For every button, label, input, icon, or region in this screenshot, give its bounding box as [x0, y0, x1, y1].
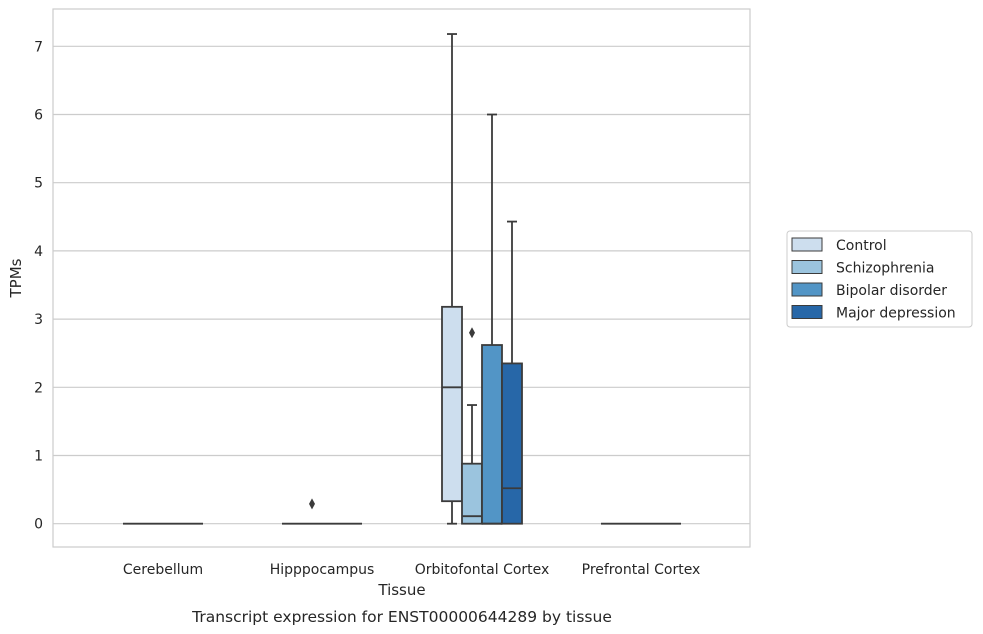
- y-axis-label: TPMs: [7, 258, 25, 298]
- box-schizophrenia-orbitofontal-cortex: [461, 327, 483, 525]
- x-tick-label-prefrontal-cortex: Prefrontal Cortex: [582, 562, 701, 578]
- box-body: [461, 462, 483, 525]
- y-tick-label-2: 2: [34, 380, 43, 396]
- outlier-point-0: [309, 498, 315, 510]
- x-tick-label-hipppocampus: Hipppocampus: [270, 562, 375, 578]
- legend-swatch: [791, 260, 823, 274]
- boxes: [123, 33, 681, 525]
- legend-item-bipolar-disorder: Bipolar disorder: [791, 282, 947, 299]
- x-axis-label: Tissue: [377, 581, 425, 599]
- legend-item-major-depression: Major depression: [791, 305, 956, 322]
- y-tick-label-4: 4: [34, 244, 43, 260]
- legend-swatch: [791, 237, 823, 252]
- x-ticks: Cerebellum Hipppocampus Orbitofontal Corte…: [123, 562, 700, 578]
- outlier-point-0: [469, 327, 475, 339]
- legend-item-schizophrenia: Schizophrenia: [791, 260, 934, 277]
- chart-caption: Transcript expression for ENST0000064428…: [191, 608, 612, 626]
- y-tick-label-5: 5: [34, 176, 43, 192]
- y-tick-label-7: 7: [34, 39, 43, 55]
- legend-label: Schizophrenia: [836, 261, 934, 277]
- box-body: [441, 305, 463, 503]
- box-schizophrenia-hipppocampus: [302, 498, 322, 525]
- y-tick-label-0: 0: [34, 517, 43, 533]
- y-ticks: 0 1 2 3 4 5 6 7: [34, 39, 43, 532]
- legend-swatch: [791, 305, 823, 319]
- legend-frame: [786, 230, 973, 328]
- box-major-depression-orbitofontal-cortex: [501, 220, 523, 525]
- y-tick-label-1: 1: [34, 449, 43, 465]
- box-control-orbitofontal-cortex: [441, 33, 463, 525]
- box-body: [501, 362, 523, 525]
- legend-swatch: [791, 282, 823, 297]
- grid-lines: [53, 45, 750, 525]
- x-tick-label-cerebellum: Cerebellum: [123, 562, 203, 578]
- x-tick-label-orbitofontal-cortex: Orbitofontal Cortex: [415, 562, 550, 578]
- y-tick-label-3: 3: [34, 312, 43, 328]
- legend-label: Control: [836, 238, 887, 254]
- legend-item-control: Control: [791, 237, 887, 254]
- box-body: [481, 344, 503, 525]
- plot-frame: [52, 8, 751, 548]
- legend-label: Major depression: [836, 306, 956, 322]
- box-bipolar-disorder-orbitofontal-cortex: [481, 113, 503, 525]
- legend-label: Bipolar disorder: [836, 283, 947, 299]
- legend: Control Schizophrenia Bipolar disorder Majo…: [786, 230, 973, 328]
- y-tick-label-6: 6: [34, 108, 43, 124]
